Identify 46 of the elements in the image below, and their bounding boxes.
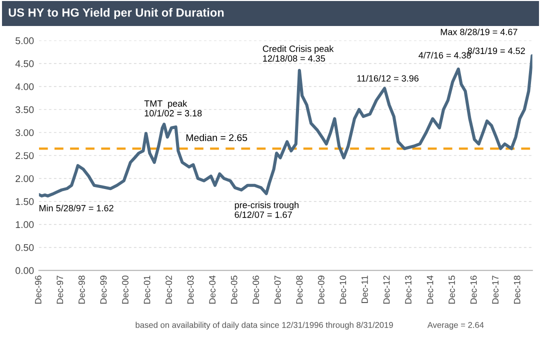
annotation: Max 8/28/19 = 4.67: [440, 28, 518, 36]
x-tick-label: Dec-15: [448, 276, 455, 304]
x-tick-label: Dec-96: [34, 276, 42, 304]
y-tick-label: 1.00: [16, 221, 34, 228]
x-tick-label: Dec-98: [78, 276, 85, 304]
annotation: 11/16/12 = 3.96: [357, 74, 419, 82]
y-tick-label: 4.50: [15, 60, 34, 68]
x-tick-label: Dec-09: [318, 276, 324, 304]
y-tick-label: 2.50: [16, 152, 34, 160]
annotation: pre-crisis trough 6/12/07 = 1.67: [234, 202, 298, 218]
x-tick-label: Dec-11: [362, 276, 368, 303]
x-tick-label: Dec-00: [122, 276, 128, 304]
y-tick-label: 3.00: [16, 129, 34, 136]
text: Average = 2.64: [427, 322, 484, 330]
x-tick-label: Dec-04: [209, 276, 216, 304]
y-tick-label: 0.00: [16, 267, 34, 274]
x-tick-label: Dec-97: [56, 276, 64, 304]
x-tick-label: Dec-10: [340, 276, 346, 304]
x-tick-label: Dec-01: [144, 276, 150, 304]
annotation: 4/7/16 = 4.38: [418, 52, 471, 58]
annotation: TMT peak 10/1/02 = 3.18: [144, 100, 202, 116]
x-tick-label: Dec-18: [514, 276, 520, 304]
x-tick-label: Dec-13: [405, 276, 412, 304]
x-tick-label: Dec-02: [166, 276, 172, 304]
x-tick-label: Dec-07: [274, 276, 281, 304]
annotation: Min 5/28/97 = 1.62: [40, 204, 114, 212]
x-tick-label: Dec-06: [252, 276, 260, 304]
y-tick-label: 5.00: [16, 37, 34, 44]
x-tick-label: Dec-16: [470, 276, 477, 304]
annotation: Credit Crisis peak 12/18/08 = 4.35: [262, 45, 334, 62]
y-tick-label: 0.50: [16, 244, 34, 252]
y-tick-label: 3.50: [16, 106, 34, 114]
y-tick-label: 2.00: [16, 175, 34, 182]
x-tick-label: Dec-12: [383, 276, 390, 304]
x-tick-label: Dec-03: [187, 276, 194, 304]
ref-line-label: Median = 2.65: [186, 134, 248, 142]
x-tick-label: Dec-99: [100, 276, 107, 304]
x-tick-label: Dec-14: [426, 276, 434, 304]
y-tick-label: 4.00: [15, 83, 34, 90]
y-tick-label: 1.50: [16, 198, 34, 206]
x-tick-label: Dec-17: [492, 276, 499, 304]
chart-title: US HY to HG Yield per Unit of Duration: [8, 8, 224, 20]
x-tick-label: Dec-08: [296, 276, 303, 304]
x-tick-label: Dec-05: [230, 276, 238, 304]
text: based on availability of daily data since 12/31/1996 through 8/31/2019: [136, 322, 393, 330]
annotation: 8/31/19 = 4.52: [468, 47, 525, 54]
